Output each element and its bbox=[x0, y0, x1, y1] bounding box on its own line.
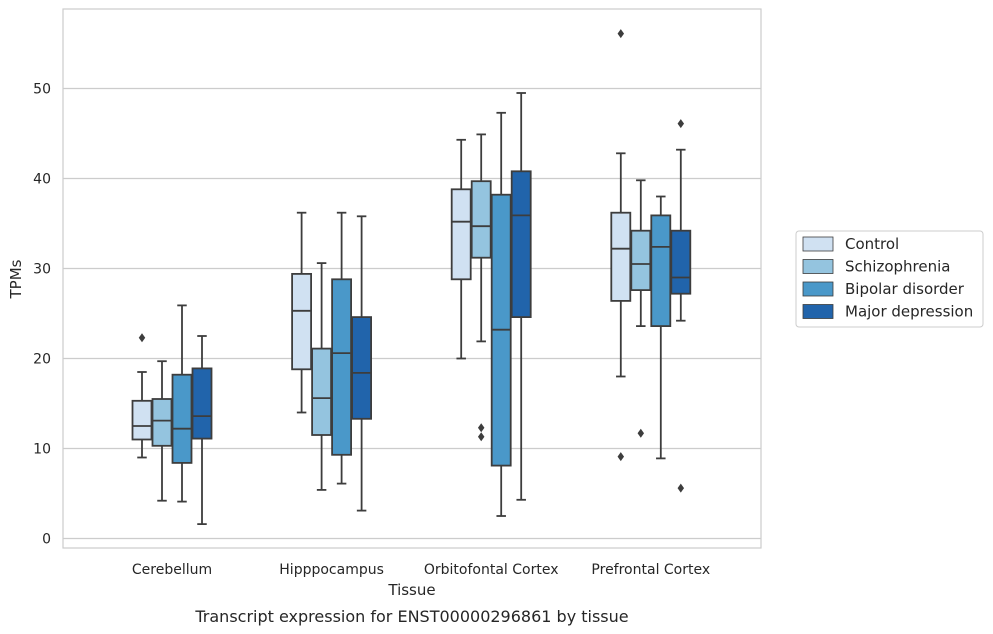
outlier-point bbox=[637, 428, 645, 438]
box-body bbox=[351, 316, 373, 420]
box-control bbox=[131, 333, 153, 459]
box-control bbox=[610, 29, 632, 462]
y-tick-label: 40 bbox=[33, 172, 51, 188]
y-axis-label: TPMs bbox=[7, 259, 25, 299]
box-control bbox=[450, 138, 472, 360]
box-control bbox=[291, 211, 313, 414]
chart-caption: Transcript expression for ENST0000029686… bbox=[194, 607, 628, 626]
legend-entry: Schizophrenia bbox=[845, 258, 950, 276]
y-tick-label: 0 bbox=[42, 532, 51, 548]
box-body bbox=[291, 272, 313, 371]
box-bipolar-disorder bbox=[171, 304, 193, 503]
box-body bbox=[131, 399, 153, 441]
x-tick-label: Orbitofontal Cortex bbox=[424, 562, 559, 578]
box-body bbox=[650, 214, 672, 327]
plot-frame bbox=[62, 8, 762, 549]
box-bipolar-disorder bbox=[650, 195, 672, 460]
x-tick-labels: Cerebellum Hipppocampus Orbitofontal Corte… bbox=[132, 562, 710, 578]
box-schizophrenia bbox=[630, 179, 652, 438]
box-major-depression bbox=[351, 215, 373, 512]
box-body bbox=[331, 278, 353, 456]
y-tick-labels: 0 10 20 30 40 50 bbox=[33, 82, 51, 548]
box-schizophrenia bbox=[470, 133, 492, 442]
box-body bbox=[630, 229, 652, 291]
outlier-point bbox=[617, 29, 625, 39]
box-body bbox=[171, 373, 193, 464]
legend-swatch bbox=[802, 304, 834, 319]
box-schizophrenia bbox=[311, 262, 333, 491]
box-major-depression bbox=[191, 335, 213, 525]
outlier-point bbox=[677, 119, 685, 129]
y-tick-label: 20 bbox=[33, 352, 51, 368]
outlier-point bbox=[477, 432, 485, 442]
box-body bbox=[670, 229, 692, 295]
box-major-depression bbox=[670, 119, 692, 493]
y-tick-label: 10 bbox=[33, 442, 51, 458]
box-bipolar-disorder bbox=[490, 111, 512, 517]
box-body bbox=[470, 180, 492, 259]
box-bipolar-disorder bbox=[331, 211, 353, 485]
box-body bbox=[510, 170, 532, 319]
outlier-point bbox=[477, 423, 485, 433]
boxes-layer bbox=[131, 29, 692, 525]
outlier-point bbox=[617, 452, 625, 462]
x-axis-label: Tissue bbox=[387, 581, 435, 599]
legend-swatch bbox=[802, 281, 834, 297]
legend-frame bbox=[795, 230, 984, 328]
legend-entry: Major depression bbox=[845, 303, 973, 321]
legend-entry: Control bbox=[845, 235, 899, 253]
box-body bbox=[151, 398, 173, 447]
y-tick-label: 50 bbox=[33, 82, 51, 98]
x-tick-label: Hipppocampus bbox=[279, 562, 384, 578]
box-major-depression bbox=[510, 92, 532, 501]
box-body bbox=[191, 367, 213, 440]
legend-swatch bbox=[802, 259, 834, 274]
legend-entry: Bipolar disorder bbox=[845, 280, 965, 298]
x-tick-label: Prefrontal Cortex bbox=[591, 562, 710, 578]
box-body bbox=[610, 211, 632, 302]
outlier-point bbox=[138, 333, 146, 343]
x-tick-label: Cerebellum bbox=[132, 562, 212, 578]
legend: Control Schizophrenia Bipolar disorder Majo… bbox=[795, 230, 984, 328]
legend-swatch bbox=[802, 236, 834, 252]
y-tick-label: 30 bbox=[33, 262, 51, 278]
box-body bbox=[450, 188, 472, 281]
box-body bbox=[311, 347, 333, 436]
box-schizophrenia bbox=[151, 360, 173, 502]
outlier-point bbox=[677, 483, 685, 493]
